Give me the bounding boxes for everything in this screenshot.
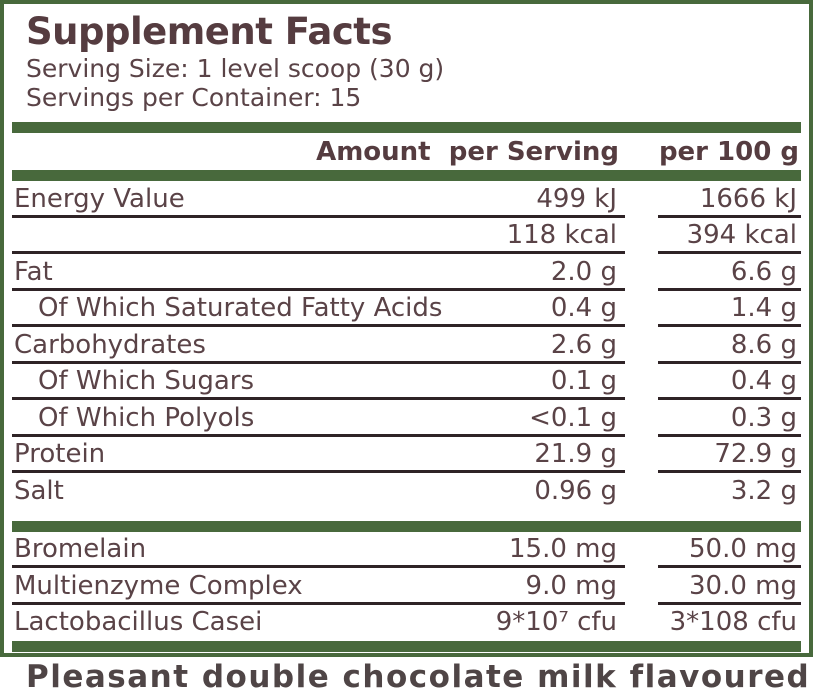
row-per-100g: 72.9 g bbox=[714, 439, 797, 469]
table-row-polyols: Of Which Polyols <0.1 g 0.3 g bbox=[12, 400, 801, 437]
row-per-100g: 1.4 g bbox=[730, 293, 797, 323]
row-label: Bromelain bbox=[14, 534, 147, 564]
header-per-100g: per 100 g bbox=[658, 136, 799, 167]
row-label: Of Which Polyols bbox=[38, 402, 255, 433]
separator-bar bbox=[12, 170, 801, 181]
table-row-protein: Protein 21.9 g 72.9 g bbox=[12, 437, 801, 473]
row-per-100g: 3.2 g bbox=[730, 475, 797, 506]
supplement-facts-panel: Supplement Facts Serving Size: 1 level s… bbox=[0, 0, 813, 657]
table-row-energy: Energy Value 499 kJ 1666 kJ bbox=[12, 181, 801, 218]
row-per-serving: 21.9 g bbox=[534, 439, 617, 469]
row-per-serving: 15.0 mg bbox=[509, 534, 617, 564]
row-label: Carbohydrates bbox=[14, 329, 206, 360]
table-row-lactobacillus: Lactobacillus Casei 9*10⁷ cfu 3*108 cfu bbox=[12, 605, 801, 642]
row-label: Multienzyme Complex bbox=[14, 570, 303, 601]
table-row-bromelain: Bromelain 15.0 mg 50.0 mg bbox=[12, 532, 801, 568]
row-label: Fat bbox=[14, 256, 53, 287]
row-label: Of Which Sugars bbox=[38, 366, 254, 396]
row-per-serving: 499 kJ bbox=[536, 183, 617, 214]
panel-title: Supplement Facts bbox=[26, 10, 393, 53]
row-per-100g: 30.0 mg bbox=[689, 570, 797, 601]
row-per-serving: 9.0 mg bbox=[525, 570, 617, 601]
table-row-energy-kcal: 118 kcal 394 kcal bbox=[12, 218, 801, 254]
row-label: Of Which Saturated Fatty Acids bbox=[38, 293, 443, 323]
table-row-carbohydrates: Carbohydrates 2.6 g 8.6 g bbox=[12, 327, 801, 364]
table-row-saturated-fat: Of Which Saturated Fatty Acids 0.4 g 1.4… bbox=[12, 291, 801, 327]
flavour-text-cutoff: Pleasant double chocolate milk flavoured bbox=[26, 659, 811, 695]
row-per-serving: 9*10⁷ cfu bbox=[495, 607, 617, 637]
row-per-serving: 0.1 g bbox=[550, 366, 617, 396]
row-per-100g: 6.6 g bbox=[730, 256, 797, 287]
table-row-multienzyme: Multienzyme Complex 9.0 mg 30.0 mg bbox=[12, 568, 801, 605]
row-per-100g: 50.0 mg bbox=[689, 534, 797, 564]
row-per-serving: 0.96 g bbox=[534, 475, 617, 506]
row-label: Energy Value bbox=[14, 183, 185, 214]
column-header-row: Amount per Serving per 100 g bbox=[12, 133, 801, 170]
row-per-serving: 118 kcal bbox=[506, 220, 617, 250]
header-amount-per-serving: Amount per Serving bbox=[316, 136, 619, 167]
table-row-salt: Salt 0.96 g 3.2 g bbox=[12, 473, 801, 510]
row-label: Salt bbox=[14, 475, 64, 506]
row-per-serving: 2.6 g bbox=[550, 329, 617, 360]
row-per-100g: 0.3 g bbox=[730, 402, 797, 433]
row-per-serving: 2.0 g bbox=[550, 256, 617, 287]
separator-bar bbox=[12, 641, 801, 652]
separator-bar bbox=[12, 520, 801, 532]
row-per-serving: 0.4 g bbox=[550, 293, 617, 323]
row-label: Lactobacillus Casei bbox=[14, 607, 263, 637]
serving-size-line: Serving Size: 1 level scoop (30 g) bbox=[26, 54, 445, 83]
servings-per-container-line: Servings per Container: 15 bbox=[26, 83, 362, 112]
row-per-100g: 3*108 cfu bbox=[669, 607, 797, 637]
row-per-100g: 394 kcal bbox=[686, 220, 797, 250]
row-per-100g: 1666 kJ bbox=[699, 183, 797, 214]
table-row-sugars: Of Which Sugars 0.1 g 0.4 g bbox=[12, 364, 801, 400]
row-per-100g: 8.6 g bbox=[730, 329, 797, 360]
row-label: Protein bbox=[14, 439, 106, 469]
table-row-fat: Fat 2.0 g 6.6 g bbox=[12, 254, 801, 291]
separator-bar bbox=[12, 122, 801, 133]
row-per-serving: <0.1 g bbox=[529, 402, 617, 433]
spacer bbox=[12, 510, 801, 521]
row-per-100g: 0.4 g bbox=[730, 366, 797, 396]
